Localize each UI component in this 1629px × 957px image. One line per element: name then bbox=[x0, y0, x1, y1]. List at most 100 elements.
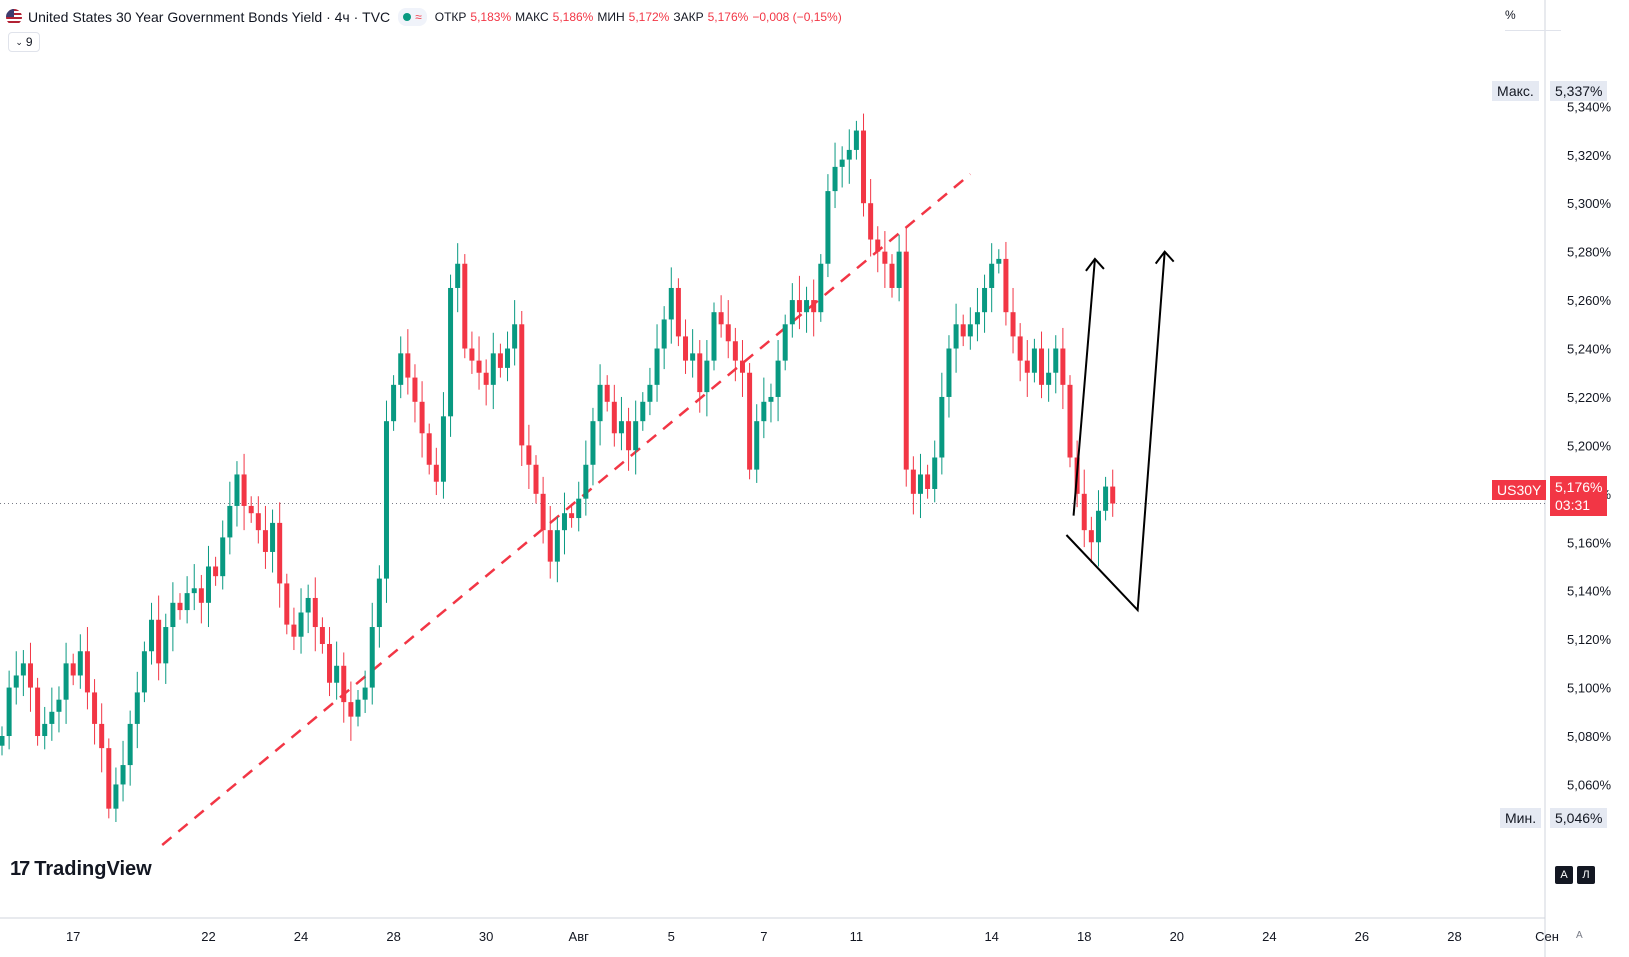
price-tick-label: 5,340% bbox=[1567, 99, 1612, 114]
candle-body bbox=[448, 287, 454, 417]
candle-body bbox=[355, 699, 361, 717]
candle-body bbox=[177, 602, 183, 611]
candle-body bbox=[661, 319, 667, 349]
candle-body bbox=[633, 421, 639, 451]
candle-body bbox=[120, 765, 126, 785]
symbol-tag: US30Y bbox=[1492, 480, 1547, 500]
candle-body bbox=[341, 665, 347, 703]
candle-body bbox=[982, 287, 988, 313]
candle-body bbox=[184, 593, 190, 611]
candle-body bbox=[305, 597, 311, 613]
symbol-title[interactable]: United States 30 Year Government Bonds Y… bbox=[28, 9, 391, 25]
tradingview-logo[interactable]: 17 TradingView bbox=[10, 858, 152, 881]
candle-body bbox=[576, 498, 582, 519]
candle-body bbox=[1003, 258, 1009, 313]
candle-body bbox=[1053, 348, 1059, 373]
price-tick-label: 5,260% bbox=[1567, 293, 1612, 308]
candle-body bbox=[141, 651, 147, 693]
candle-body bbox=[505, 348, 511, 368]
candle-body bbox=[989, 263, 995, 288]
candle-body bbox=[789, 300, 795, 325]
candle-body bbox=[49, 711, 55, 724]
candle-body bbox=[618, 421, 624, 434]
candle-body bbox=[20, 663, 26, 676]
candle-body bbox=[818, 263, 824, 313]
axis-borders bbox=[0, 0, 1546, 957]
candle-body bbox=[362, 687, 368, 700]
candle-body bbox=[70, 663, 76, 676]
candle-body bbox=[861, 130, 867, 204]
countdown-value: 03:31 bbox=[1555, 497, 1591, 513]
candle-body bbox=[1024, 360, 1030, 373]
candle-body bbox=[476, 360, 482, 373]
candle-body bbox=[42, 723, 48, 737]
candle-body bbox=[1060, 348, 1066, 385]
candle-body bbox=[675, 287, 681, 337]
candle-body bbox=[747, 372, 753, 470]
trendline bbox=[161, 173, 972, 846]
candle-body bbox=[412, 377, 418, 402]
candle-body bbox=[846, 149, 852, 160]
ohlc-high-value: 5,186% bbox=[552, 10, 594, 24]
candle-body bbox=[0, 736, 5, 746]
candle-body bbox=[839, 159, 845, 167]
candle-body bbox=[13, 675, 19, 688]
log-scale-button[interactable]: Л bbox=[1577, 866, 1595, 884]
candle-body bbox=[255, 513, 261, 531]
indicators-toggle-button[interactable]: ⌄ 9 bbox=[8, 32, 40, 52]
candle-body bbox=[974, 312, 980, 325]
candle-body bbox=[1031, 348, 1037, 373]
low-label-tag: Мин. bbox=[1500, 808, 1542, 828]
candle-body bbox=[796, 300, 802, 313]
candle-body bbox=[369, 627, 375, 688]
candle-body bbox=[490, 353, 496, 385]
forecast-arrow-up-1 bbox=[1072, 258, 1096, 516]
candle-body bbox=[690, 353, 696, 361]
candle-body bbox=[583, 464, 589, 499]
candle-body bbox=[875, 239, 881, 252]
candle-body bbox=[889, 263, 895, 288]
ohlc-close-label: ЗАКР bbox=[673, 10, 704, 24]
market-status[interactable]: ≈ bbox=[398, 8, 427, 26]
candle-body bbox=[35, 687, 41, 737]
time-tick-label: Авг bbox=[569, 929, 590, 944]
candle-body bbox=[92, 692, 98, 724]
candle-body bbox=[348, 702, 354, 717]
candle-body bbox=[526, 445, 532, 465]
candle-body bbox=[910, 469, 916, 494]
corner-settings-button[interactable]: A bbox=[1576, 930, 1583, 941]
price-tick-label: 5,060% bbox=[1567, 777, 1612, 792]
candle-body bbox=[868, 203, 874, 240]
candle-body bbox=[312, 597, 318, 628]
candle-body bbox=[191, 588, 197, 594]
ohlc-change-value: −0,008 (−0,15%) bbox=[752, 10, 842, 24]
axis-unit-label[interactable]: % bbox=[1505, 8, 1516, 22]
candle-body bbox=[1046, 372, 1052, 385]
candle-body bbox=[248, 505, 254, 514]
candle-body bbox=[953, 324, 959, 349]
time-tick-label: 30 bbox=[479, 929, 493, 944]
us-flag-icon bbox=[6, 9, 22, 25]
forecast-arrow-path-2 bbox=[1065, 251, 1166, 613]
time-axis: 151722242830Авг5711141820242628Сен381014 bbox=[66, 929, 1559, 944]
candle-body bbox=[376, 578, 382, 628]
candle-body bbox=[319, 627, 325, 644]
candle-body bbox=[127, 723, 133, 766]
time-tick-label: 11 bbox=[850, 929, 864, 944]
candle-body bbox=[440, 416, 446, 482]
auto-scale-button[interactable]: A bbox=[1555, 866, 1573, 884]
candle-body bbox=[99, 723, 105, 749]
forecast-arrows bbox=[1065, 250, 1175, 613]
candle-body bbox=[1017, 336, 1023, 361]
candle-body bbox=[853, 130, 859, 150]
time-tick-label: 18 bbox=[1077, 929, 1091, 944]
candle-body bbox=[291, 624, 297, 637]
candle-body bbox=[547, 530, 553, 562]
price-tick-label: 5,120% bbox=[1567, 632, 1612, 647]
high-value-tag: 5,337% bbox=[1550, 81, 1608, 101]
candle-body bbox=[220, 537, 226, 577]
candle-body bbox=[882, 251, 888, 264]
time-tick-label: 22 bbox=[201, 929, 215, 944]
price-tick-label: 5,140% bbox=[1567, 584, 1612, 599]
